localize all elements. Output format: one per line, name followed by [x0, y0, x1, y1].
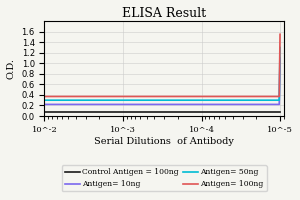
Antigen= 10ng — [182, 103, 186, 106]
Control Antigen = 100ng — [256, 111, 260, 113]
Antigen= 10ng — [43, 103, 46, 106]
Antigen= 10ng — [241, 103, 245, 106]
Antigen= 10ng — [183, 103, 187, 106]
Control Antigen = 100ng — [183, 111, 187, 113]
Antigen= 100ng — [182, 95, 186, 98]
Antigen= 100ng — [278, 33, 282, 35]
Antigen= 50ng — [182, 99, 186, 101]
Title: ELISA Result: ELISA Result — [122, 7, 206, 20]
Control Antigen = 100ng — [187, 111, 190, 113]
Line: Antigen= 10ng: Antigen= 10ng — [44, 58, 280, 104]
Antigen= 100ng — [241, 95, 245, 98]
Antigen= 50ng — [256, 99, 260, 101]
Antigen= 10ng — [44, 103, 47, 106]
Control Antigen = 100ng — [278, 111, 282, 113]
Antigen= 100ng — [183, 95, 187, 98]
Antigen= 100ng — [43, 95, 46, 98]
Line: Antigen= 50ng: Antigen= 50ng — [44, 47, 280, 100]
Antigen= 50ng — [43, 99, 46, 101]
Antigen= 50ng — [183, 99, 187, 101]
Legend: Control Antigen = 100ng, Antigen= 10ng, Antigen= 50ng, Antigen= 100ng: Control Antigen = 100ng, Antigen= 10ng, … — [61, 165, 266, 191]
Antigen= 10ng — [278, 57, 282, 59]
Control Antigen = 100ng — [182, 111, 186, 113]
X-axis label: Serial Dilutions  of Antibody: Serial Dilutions of Antibody — [94, 137, 234, 146]
Antigen= 100ng — [187, 95, 190, 98]
Antigen= 50ng — [187, 99, 190, 101]
Antigen= 100ng — [256, 95, 260, 98]
Antigen= 100ng — [44, 95, 47, 98]
Antigen= 10ng — [187, 103, 190, 106]
Control Antigen = 100ng — [44, 111, 47, 113]
Control Antigen = 100ng — [43, 111, 46, 113]
Antigen= 50ng — [278, 46, 282, 49]
Line: Antigen= 100ng: Antigen= 100ng — [44, 34, 280, 96]
Antigen= 10ng — [256, 103, 260, 106]
Antigen= 50ng — [44, 99, 47, 101]
Control Antigen = 100ng — [241, 111, 245, 113]
Antigen= 50ng — [241, 99, 245, 101]
Y-axis label: O.D.: O.D. — [7, 58, 16, 79]
